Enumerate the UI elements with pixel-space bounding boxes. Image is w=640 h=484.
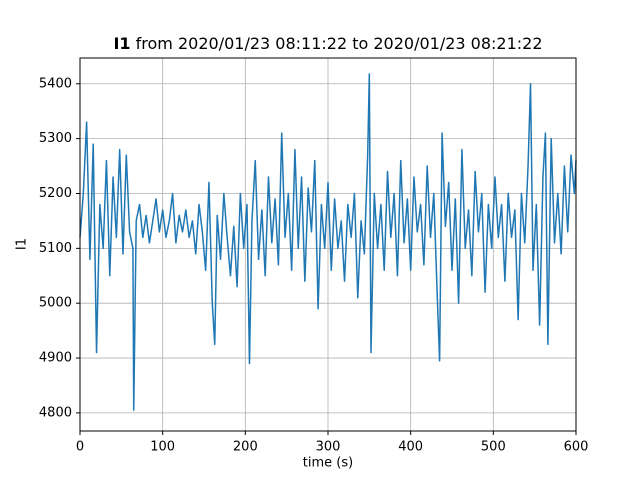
y-axis-label: I1 — [15, 238, 30, 250]
y-tick-label: 4900 — [39, 351, 72, 366]
x-tick-label: 0 — [76, 440, 84, 455]
y-tick-label: 4800 — [39, 405, 72, 420]
y-tick-label: 5400 — [39, 76, 72, 91]
x-tick-label: 600 — [564, 440, 589, 455]
data-line — [79, 73, 577, 411]
x-tick-label: 200 — [233, 440, 258, 455]
x-tick-label: 400 — [398, 440, 423, 455]
y-tick-label: 5000 — [39, 296, 72, 311]
plot-frame — [79, 57, 577, 432]
y-tick-label: 5300 — [39, 131, 72, 146]
x-tick-label: 300 — [316, 440, 341, 455]
y-tick-label: 5200 — [39, 186, 72, 201]
x-axis-label: time (s) — [303, 456, 353, 471]
title-bold: I1 — [113, 34, 130, 53]
y-tick-label: 5100 — [39, 241, 72, 256]
chart-title: I1 from 2020/01/23 08:11:22 to 2020/01/2… — [113, 34, 542, 53]
x-tick-label: 100 — [150, 440, 175, 455]
x-tick-label: 500 — [481, 440, 506, 455]
title-rest: from 2020/01/23 08:11:22 to 2020/01/23 0… — [131, 34, 543, 53]
